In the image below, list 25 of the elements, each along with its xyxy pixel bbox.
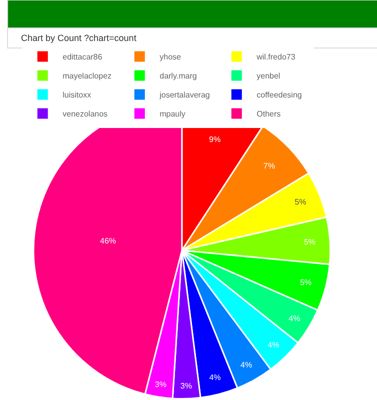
legend-label: Others [256, 110, 281, 119]
chart-title: Chart by Count ?chart=count [21, 33, 137, 43]
legend-label: edittacar86 [62, 52, 103, 62]
data-label: 3% [180, 381, 192, 390]
legend-label: josertalaverag [158, 90, 210, 100]
legend-label: luisitoxx [62, 90, 92, 100]
data-label: 4% [268, 340, 280, 350]
legend-label: wil.fredo73 [256, 52, 296, 62]
data-label: 5% [304, 237, 316, 246]
data-label: 5% [294, 198, 306, 207]
data-label: 7% [263, 161, 275, 170]
legend-label: darly.marg [160, 72, 197, 81]
legend-label: mayelaclopez [62, 72, 112, 81]
data-label: 9% [209, 135, 221, 144]
data-label: 5% [300, 278, 312, 288]
data-label: 4% [209, 373, 221, 382]
data-label: 4% [288, 314, 300, 323]
legend-label: coffeedesing [256, 90, 302, 100]
legend-label: yhose [160, 52, 182, 62]
legend-label: mpauly [160, 110, 186, 119]
legend-label: venezolanos [62, 110, 108, 119]
legend-label: yenbel [256, 72, 280, 81]
data-label: 46% [100, 236, 116, 246]
data-label: 4% [240, 360, 252, 370]
data-label: 3% [154, 380, 166, 389]
